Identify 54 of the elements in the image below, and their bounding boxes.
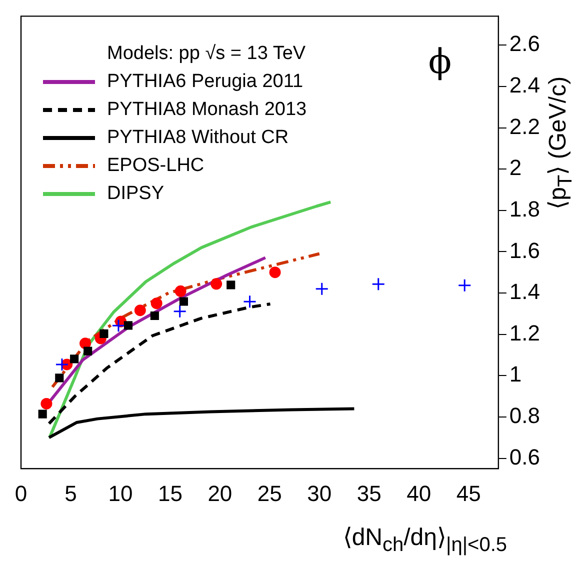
point bbox=[179, 297, 188, 306]
point bbox=[100, 329, 108, 338]
x-tick-label: 40 bbox=[406, 480, 432, 506]
annotation: ϕ bbox=[428, 42, 452, 82]
y-tick-label: 1.8 bbox=[509, 196, 540, 222]
x-tick-label: 25 bbox=[257, 480, 282, 506]
point bbox=[112, 318, 126, 332]
y-tick-label: 1.4 bbox=[509, 279, 540, 304]
point bbox=[40, 398, 52, 410]
x-tick-label: 5 bbox=[64, 480, 77, 506]
legend-label: PYTHIA6 Perugia 2011 bbox=[107, 70, 304, 94]
point bbox=[55, 374, 64, 382]
y-tick-label: 0.8 bbox=[509, 403, 540, 428]
point bbox=[150, 311, 159, 320]
line-series bbox=[48, 302, 272, 426]
point bbox=[80, 338, 92, 350]
point bbox=[243, 294, 257, 308]
line-series bbox=[50, 252, 321, 389]
point bbox=[315, 282, 329, 296]
point bbox=[226, 280, 236, 290]
y-tick-label: 1 bbox=[509, 362, 522, 387]
point bbox=[70, 354, 79, 364]
x-tick-label: 0 bbox=[14, 480, 28, 506]
x-axis-title: ⟨dN$_{ch}$/dη⟩$_{|η|<0.5}$ bbox=[342, 523, 507, 557]
x-tick-label: 45 bbox=[456, 480, 481, 506]
legend-label: PYTHIA8 Monash 2013 bbox=[107, 98, 307, 122]
point bbox=[124, 321, 133, 330]
y-tick-label: 2.6 bbox=[509, 31, 540, 56]
point bbox=[150, 298, 162, 310]
legend-label: EPOS-LHC bbox=[107, 154, 204, 178]
point bbox=[458, 278, 472, 292]
legend-label: PYTHIA8 Without CR bbox=[107, 126, 289, 150]
legend-title: Models: pp √s = 13 TeV bbox=[107, 42, 307, 66]
x-tick-label: 30 bbox=[307, 480, 332, 506]
point bbox=[55, 358, 69, 372]
x-tick-label: 35 bbox=[356, 480, 382, 506]
point bbox=[372, 277, 386, 291]
y-tick-label: 2.2 bbox=[509, 114, 540, 139]
x-tick-label: 20 bbox=[208, 480, 232, 506]
x-tick-label: 10 bbox=[108, 480, 133, 506]
point bbox=[269, 266, 281, 278]
legend-label: DIPSY bbox=[107, 182, 164, 206]
point bbox=[173, 304, 187, 318]
y-tick-label: 1.6 bbox=[509, 238, 540, 263]
point bbox=[84, 346, 92, 356]
y-tick-label: 2.4 bbox=[509, 72, 540, 98]
y-tick-label: 1.2 bbox=[509, 320, 540, 346]
point bbox=[174, 285, 186, 297]
point bbox=[210, 278, 222, 290]
y-tick-label: 2 bbox=[509, 155, 522, 180]
point bbox=[134, 304, 146, 316]
y-tick-label: 0.6 bbox=[509, 444, 540, 470]
x-tick-label: 15 bbox=[158, 480, 182, 506]
point bbox=[38, 410, 47, 418]
